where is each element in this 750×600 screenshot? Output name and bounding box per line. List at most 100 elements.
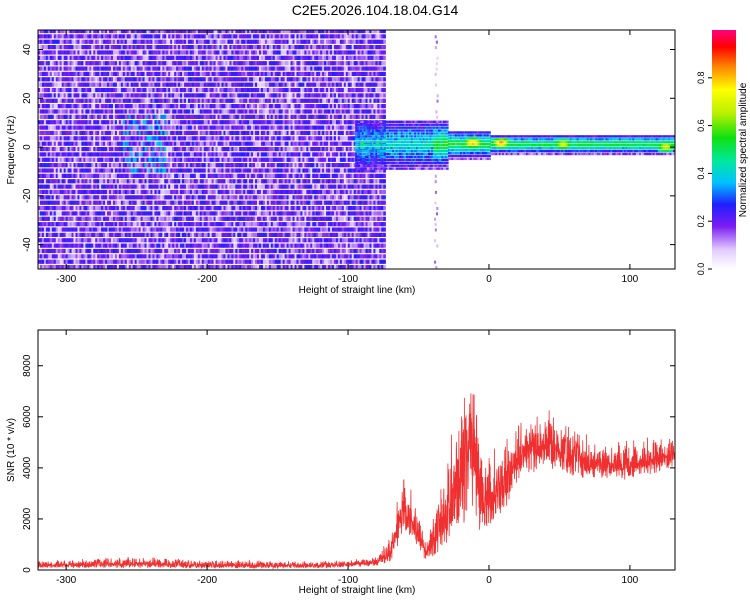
heatmap-cell <box>73 184 77 189</box>
heatmap-cell <box>207 34 211 39</box>
heatmap-cell <box>189 248 193 254</box>
heatmap-cell <box>199 30 203 34</box>
heatmap-cell <box>146 222 150 227</box>
heatmap-cell <box>211 50 215 55</box>
heatmap-cell <box>128 146 132 152</box>
heatmap-cell <box>89 238 92 243</box>
heatmap-cell <box>255 205 258 211</box>
heatmap-cell <box>170 195 173 200</box>
heatmap-cell <box>67 265 71 269</box>
heatmap-cell <box>251 87 254 93</box>
heatmap-cell <box>142 45 146 50</box>
heatmap-cell <box>136 77 140 82</box>
heatmap-cell <box>51 184 55 189</box>
heatmap-cell <box>213 248 217 254</box>
heatmap-cell <box>116 152 120 157</box>
heatmap-cell <box>114 55 118 60</box>
heatmap-cell <box>182 61 185 66</box>
heatmap-cell <box>69 93 73 98</box>
heatmap-cell <box>43 211 47 216</box>
heatmap-cell <box>156 125 159 130</box>
heatmap-cell <box>154 259 158 264</box>
heatmap-cell <box>184 66 187 71</box>
heatmap-cell <box>122 248 126 254</box>
heatmap-cell <box>182 120 185 125</box>
heatmap-cell <box>170 157 173 162</box>
heatmap-cell <box>233 71 236 77</box>
heatmap-cell <box>154 216 158 221</box>
heatmap-cell <box>154 227 158 232</box>
heatmap-cell <box>83 114 86 119</box>
heatmap-cell <box>55 157 59 162</box>
heatmap-cell <box>130 34 134 39</box>
heatmap-cell <box>89 173 92 178</box>
heatmap-cell <box>95 265 98 269</box>
heatmap-cell <box>146 104 150 109</box>
heatmap-cell <box>237 205 240 211</box>
heatmap-cell <box>130 104 134 109</box>
heatmap-cell <box>245 130 248 136</box>
heatmap-cell <box>225 55 229 60</box>
heatmap-cell <box>107 30 110 34</box>
heatmap-cell <box>154 168 158 173</box>
heatmap-cell <box>85 238 88 243</box>
heatmap-cell <box>249 45 252 50</box>
heatmap-cell <box>225 216 229 221</box>
heatmap-cell <box>43 104 47 109</box>
heatmap-cell <box>71 189 75 195</box>
heatmap-cell <box>211 189 215 195</box>
heatmap-cell <box>57 163 61 168</box>
heatmap-cell <box>148 82 152 87</box>
heatmap-cell <box>73 216 77 221</box>
heatmap-cell <box>150 163 154 168</box>
heatmap-cell <box>124 200 128 205</box>
heatmap-cell <box>231 125 234 130</box>
heatmap-cell <box>140 77 144 82</box>
heatmap-cell <box>187 93 191 98</box>
heatmap-cell <box>162 50 165 55</box>
heatmap-cell <box>103 195 106 200</box>
heatmap-cell <box>215 34 219 39</box>
heatmap-cell <box>223 77 227 82</box>
heatmap-cell <box>132 120 136 125</box>
heatmap-cell <box>170 200 173 205</box>
heatmap-cell <box>136 248 140 254</box>
heatmap-cell <box>237 254 240 259</box>
heatmap-cell <box>189 39 193 44</box>
heatmap-cell <box>245 61 248 66</box>
heatmap-cell <box>83 265 86 269</box>
heatmap-cell <box>89 55 92 60</box>
heatmap-cell <box>146 232 150 238</box>
heatmap-cell <box>99 227 102 232</box>
heatmap-cell <box>116 109 120 114</box>
heatmap-cell <box>101 45 104 50</box>
heatmap-cell <box>164 163 167 168</box>
heatmap-cell <box>146 216 150 221</box>
heatmap-cell <box>87 195 90 200</box>
heatmap-cell <box>146 189 150 195</box>
heatmap-cell <box>160 120 163 125</box>
heatmap-cell <box>185 109 189 114</box>
heatmap-cell <box>225 71 229 77</box>
heatmap-cell <box>69 141 73 146</box>
heatmap-cell <box>138 238 142 243</box>
heatmap-cell <box>152 238 156 243</box>
heatmap-cell <box>59 243 63 248</box>
heatmap-cell <box>241 216 244 221</box>
heatmap-cell <box>184 109 187 114</box>
heatmap-cell <box>146 34 150 39</box>
heatmap-cell <box>91 30 94 34</box>
heatmap-cell <box>142 254 146 259</box>
heatmap-cell <box>128 66 132 71</box>
heatmap-cell <box>126 189 130 195</box>
heatmap-cell <box>197 114 201 119</box>
heatmap-cell <box>164 184 167 189</box>
heatmap-cell <box>87 66 90 71</box>
heatmap-cell <box>201 211 205 216</box>
heatmap-cell <box>41 254 45 259</box>
heatmap-cell <box>152 195 156 200</box>
heatmap-cell <box>235 125 238 130</box>
heatmap-cell <box>184 248 187 254</box>
heatmap-cell <box>132 66 136 71</box>
heatmap-cell <box>75 189 79 195</box>
